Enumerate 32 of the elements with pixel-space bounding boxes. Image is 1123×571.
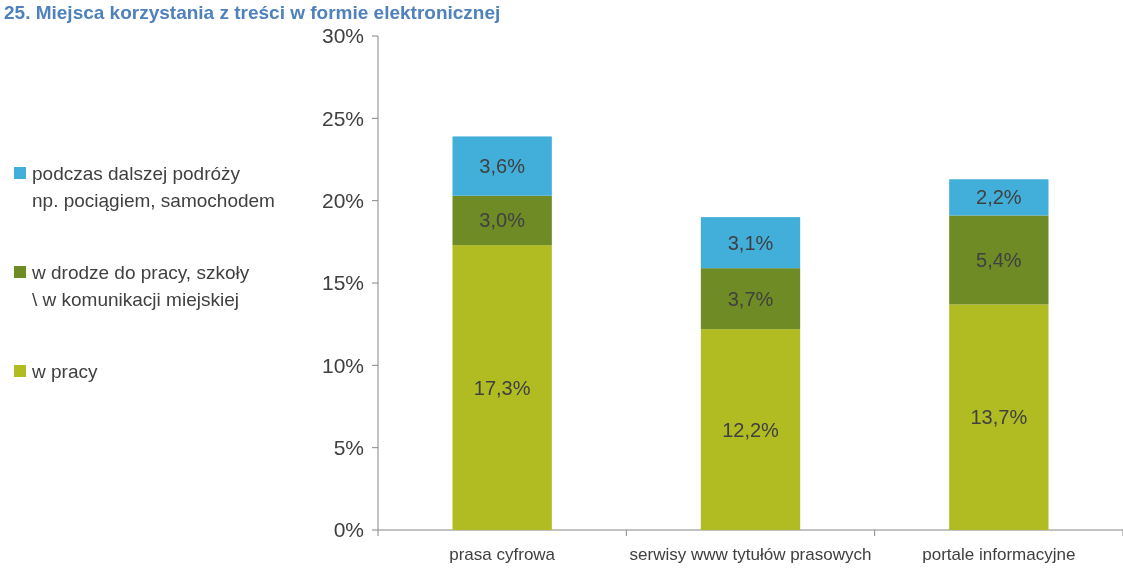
- legend-label: w drodze do pracy, szkoły \ w komunikacji miejskiej: [31, 262, 250, 310]
- data-label: 3,1%: [727, 231, 774, 254]
- data-label: 3,7%: [727, 287, 774, 310]
- y-tick-label: 0%: [333, 518, 364, 542]
- bar: [700, 217, 801, 269]
- y-tick-label: 20%: [321, 189, 364, 213]
- bar: [452, 195, 552, 246]
- bar: [452, 136, 552, 196]
- data-label: 13,7%: [970, 406, 1028, 429]
- data-label: 3,0%: [479, 209, 526, 232]
- data-label: 3,6%: [479, 155, 526, 178]
- bar: [949, 179, 1049, 216]
- x-tick-label: prasa cyfrowa: [449, 545, 556, 564]
- data-label: 5,4%: [976, 248, 1022, 271]
- data-label: 12,2%: [722, 418, 780, 441]
- bar: [700, 329, 801, 530]
- y-tick-label: 5%: [333, 436, 364, 460]
- y-tick-label: 30%: [321, 24, 364, 48]
- legend-label: w pracy: [31, 361, 98, 382]
- x-tick-label: portale informacyjne: [922, 545, 1076, 564]
- data-label: 17,3%: [473, 376, 531, 399]
- bar: [949, 215, 1049, 305]
- chart-title: 25. Miejsca korzystania z treści w formie elektronicznej: [4, 2, 501, 23]
- bar: [949, 304, 1049, 530]
- data-label: 2,2%: [976, 186, 1022, 209]
- y-tick-label: 10%: [321, 353, 364, 377]
- x-tick-label: serwisy www tytułów prasowych: [629, 545, 872, 564]
- y-tick-label: 15%: [321, 271, 364, 295]
- legend-label: podczas dalszej podróży np. pociągiem, samochodem: [32, 163, 275, 211]
- bar: [452, 245, 552, 530]
- bar: [700, 268, 801, 330]
- y-tick-label: 25%: [321, 106, 364, 130]
